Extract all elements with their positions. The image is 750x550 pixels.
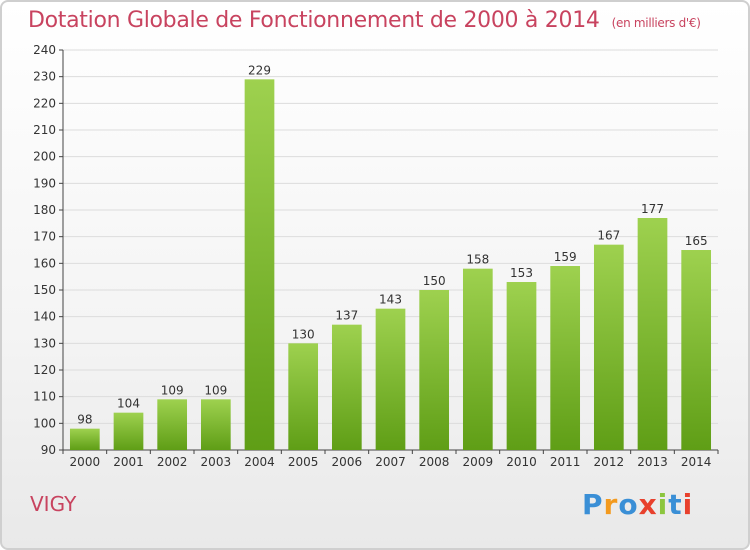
logo-letter: P <box>582 488 604 521</box>
bar-2014[interactable] <box>681 250 712 450</box>
bar-2007[interactable] <box>375 308 406 450</box>
bar-2011[interactable] <box>550 266 581 450</box>
logo-letter: x <box>638 488 658 521</box>
y-tick-labels: 90 100 110 120 130 140 150 160 170 180 190 200 210 22… <box>33 43 56 457</box>
data-label-2011: 159 <box>554 250 577 264</box>
x-tick-label-2003: 2003 <box>201 455 232 469</box>
data-label-2003: 109 <box>204 383 227 397</box>
data-label-2006: 137 <box>335 309 358 323</box>
y-tick-label: 200 <box>33 150 56 164</box>
x-tick-label-2008: 2008 <box>419 455 450 469</box>
y-tick-label: 160 <box>33 256 56 270</box>
y-tick-label: 90 <box>41 443 56 457</box>
logo-letter: i <box>682 488 694 521</box>
data-label-2012: 167 <box>597 229 620 243</box>
x-tick-label-2000: 2000 <box>70 455 101 469</box>
chart-title: Dotation Globale de Fonctionnement de 20… <box>28 8 701 33</box>
bar-2000[interactable] <box>69 428 100 450</box>
bar-2006[interactable] <box>331 324 362 450</box>
data-labels: 98 104 109 109 229 130 137 143 150 158 153 159 167 17… <box>77 63 707 426</box>
logo-letter: r <box>603 488 619 521</box>
y-tick-label: 120 <box>33 363 56 377</box>
x-tick-label-2004: 2004 <box>244 455 275 469</box>
bar-2010[interactable] <box>506 282 537 450</box>
commune-name: VIGY <box>30 492 77 516</box>
y-tick-label: 180 <box>33 203 56 217</box>
y-tick-label: 210 <box>33 123 56 137</box>
data-label-2002: 109 <box>161 383 184 397</box>
bar-2003[interactable] <box>200 399 231 450</box>
y-tick-label: 240 <box>33 43 56 57</box>
logo-letter: t <box>668 488 683 521</box>
chart-title-text: Dotation Globale de Fonctionnement de 20… <box>28 8 600 33</box>
x-tick-label-2006: 2006 <box>332 455 363 469</box>
bar-2005[interactable] <box>288 343 319 450</box>
x-tick-label-2014: 2014 <box>681 455 712 469</box>
y-tick-label: 230 <box>33 70 56 84</box>
bar-2002[interactable] <box>157 399 188 450</box>
data-label-2007: 143 <box>379 293 402 307</box>
x-tick-label-2005: 2005 <box>288 455 319 469</box>
bar-2001[interactable] <box>113 412 144 450</box>
y-tick-label: 110 <box>33 390 56 404</box>
data-label-2010: 153 <box>510 266 533 280</box>
x-tick-label-2002: 2002 <box>157 455 188 469</box>
logo-letter: o <box>618 488 639 521</box>
proxiti-logo[interactable]: Proxiti <box>582 488 693 521</box>
bar-2004[interactable] <box>244 79 275 450</box>
data-label-2014: 165 <box>685 234 708 248</box>
y-tick-label: 150 <box>33 283 56 297</box>
x-tick-label-2001: 2001 <box>113 455 144 469</box>
y-tick-label: 220 <box>33 96 56 110</box>
bar-2013[interactable] <box>637 218 668 450</box>
x-tick-label-2010: 2010 <box>506 455 537 469</box>
x-tick-label-2007: 2007 <box>375 455 406 469</box>
chart-subtitle: (en milliers d'€) <box>611 16 701 30</box>
x-tick-label-2009: 2009 <box>463 455 494 469</box>
x-tick-labels: 2000 2001 2002 2003 2004 2005 2006 2007 2008 2009… <box>62 450 719 469</box>
y-tick-label: 100 <box>33 416 56 430</box>
y-tick-label: 190 <box>33 176 56 190</box>
y-tick-label: 170 <box>33 230 56 244</box>
x-tick-label-2013: 2013 <box>637 455 668 469</box>
y-tick-label: 130 <box>33 336 56 350</box>
x-tick-label-2011: 2011 <box>550 455 581 469</box>
data-label-2005: 130 <box>292 327 315 341</box>
bar-2012[interactable] <box>593 244 624 450</box>
bar-2008[interactable] <box>419 290 450 450</box>
data-label-2001: 104 <box>117 397 140 411</box>
data-label-2004: 229 <box>248 63 271 77</box>
data-label-2009: 158 <box>466 253 489 267</box>
x-tick-label-2012: 2012 <box>594 455 625 469</box>
y-tick-label: 140 <box>33 310 56 324</box>
bar-2009[interactable] <box>462 268 493 450</box>
bars <box>69 79 712 450</box>
data-label-2000: 98 <box>77 413 92 427</box>
data-label-2013: 177 <box>641 202 664 216</box>
data-label-2008: 150 <box>423 274 446 288</box>
logo-letter: i <box>657 488 669 521</box>
